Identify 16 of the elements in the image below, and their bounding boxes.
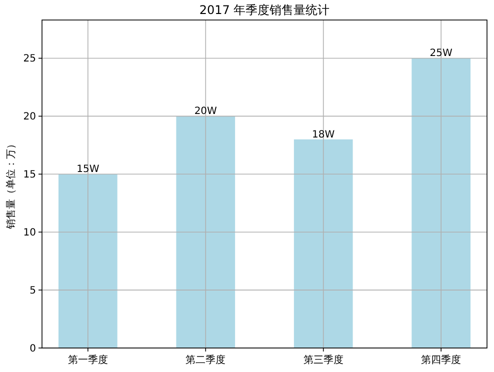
data-label: 25W	[430, 48, 452, 60]
data-label: 15W	[76, 164, 100, 176]
chart-title: 2017 年季度销售量统计	[199, 3, 330, 17]
x-tick-label: 第二季度	[186, 354, 226, 366]
data-label: 20W	[194, 106, 218, 118]
y-tick-label: 25	[23, 54, 36, 65]
x-tick-label: 第一季度	[68, 354, 108, 366]
y-tick-label: 15	[23, 170, 36, 181]
y-tick-label: 10	[23, 228, 36, 239]
y-axis-title: 销售量（单位：万）	[5, 139, 17, 230]
y-tick-label: 5	[30, 286, 36, 297]
x-tick-label: 第三季度	[303, 354, 344, 366]
x-tick-label: 第四季度	[421, 354, 462, 366]
y-tick-label: 20	[23, 112, 36, 123]
y-tick-label: 0	[30, 344, 36, 354]
data-label: 18W	[312, 129, 335, 140]
